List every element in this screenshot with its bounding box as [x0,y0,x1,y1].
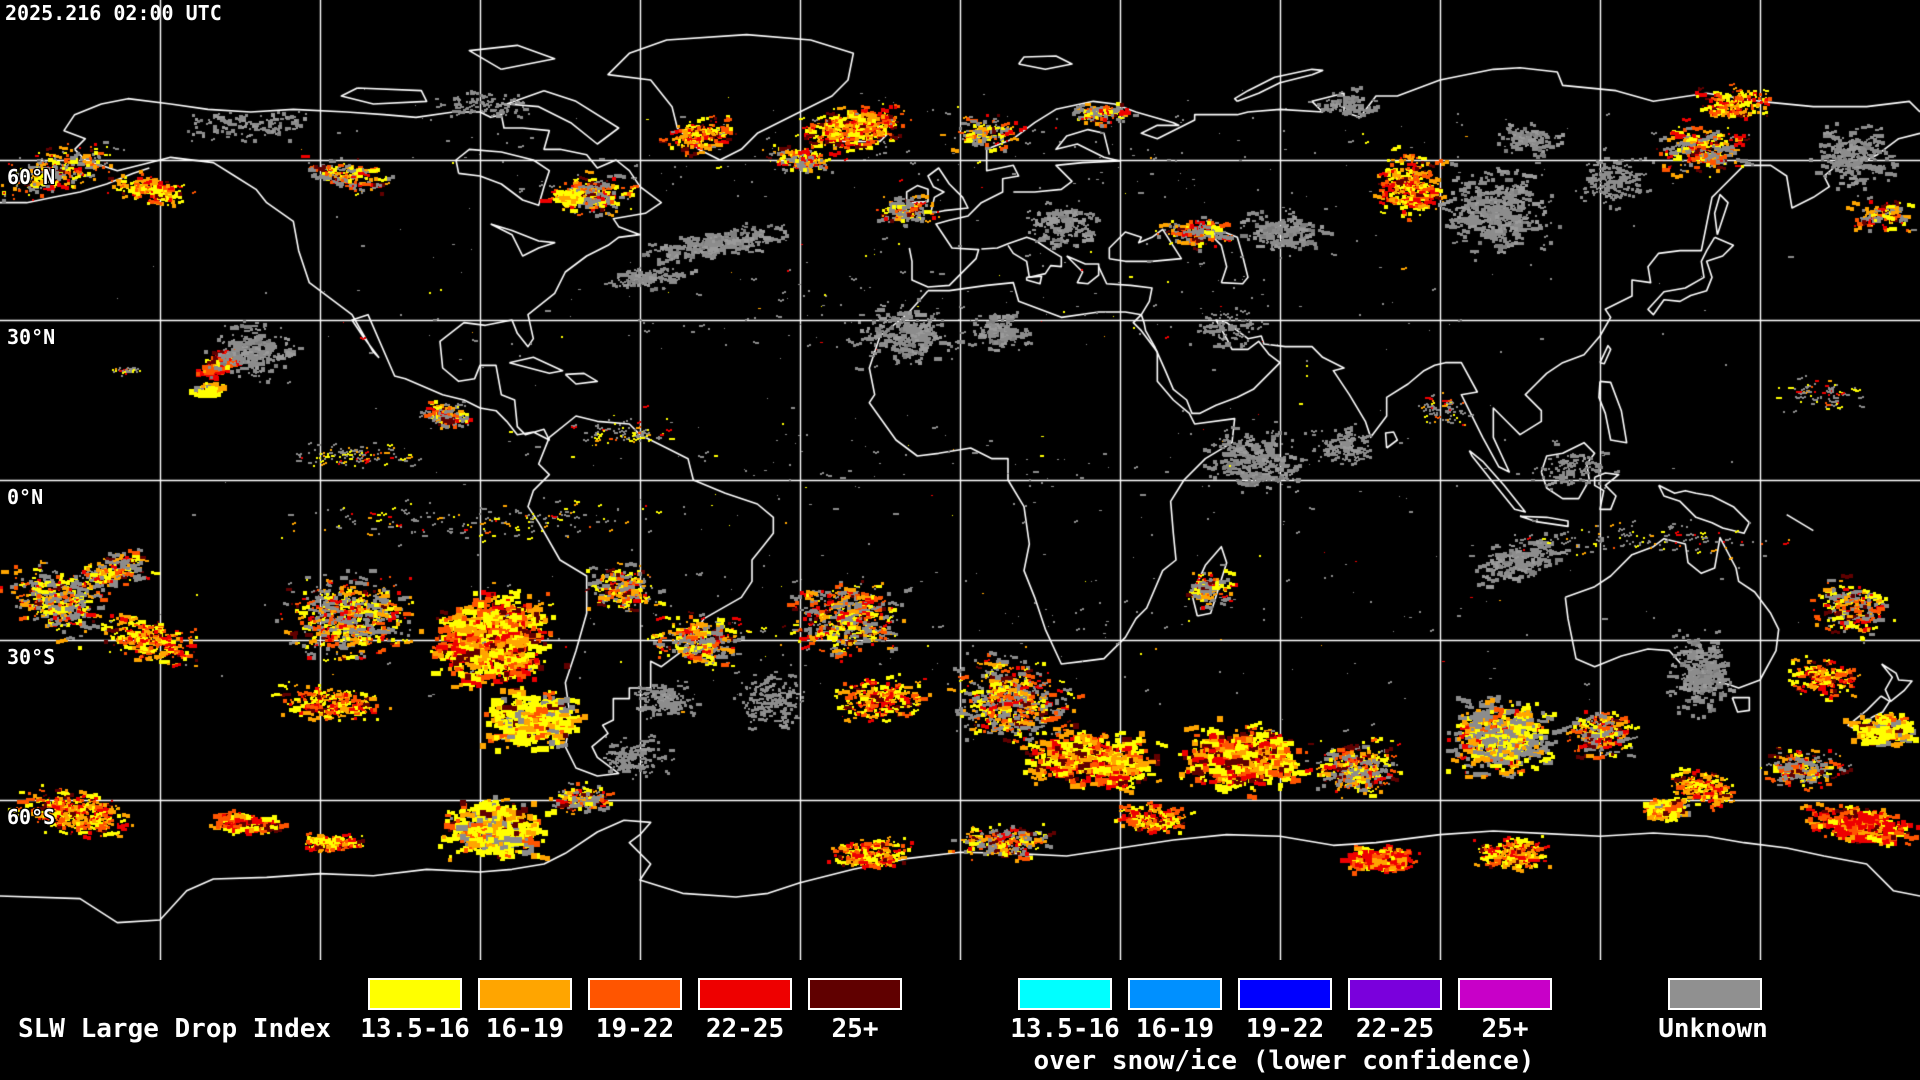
latitude-label: 30°N [7,325,56,349]
legend-range-label: 22-25 [705,1014,785,1044]
legend-swatch [1458,978,1552,1010]
legend-range-label: 19-22 [1245,1014,1325,1044]
legend-range-label: 13.5-16 [360,1014,470,1044]
legend-range-label: 25+ [831,1014,879,1044]
legend-title: SLW Large Drop Index [18,1014,332,1044]
legend-snow-caption: over snow/ice (lower confidence) [1033,1046,1535,1076]
legend-unknown-label: Unknown [1658,1014,1768,1044]
legend-swatch [478,978,572,1010]
latitude-label: 0°N [7,485,44,509]
legend-swatch [1128,978,1222,1010]
legend-range-label: 13.5-16 [1010,1014,1120,1044]
legend-swatch [1238,978,1332,1010]
legend-swatch [808,978,902,1010]
latitude-label: 60°N [7,165,56,189]
legend-swatch [588,978,682,1010]
legend-range-label: 19-22 [595,1014,675,1044]
legend-swatch [698,978,792,1010]
legend-swatch [1348,978,1442,1010]
latitude-label: 30°S [7,645,56,669]
legend-range-label: 25+ [1481,1014,1529,1044]
legend-swatch [368,978,462,1010]
latitude-label: 60°S [7,805,56,829]
legend-range-label: 22-25 [1355,1014,1435,1044]
legend-swatch [1018,978,1112,1010]
legend-range-label: 16-19 [1135,1014,1215,1044]
timestamp-label: 2025.216 02:00 UTC [5,1,222,25]
legend-swatch-unknown [1668,978,1762,1010]
legend: SLW Large Drop Index 13.5-16 16-19 19-22 22… [0,960,1920,1080]
world-map-canvas [0,0,1920,960]
legend-range-label: 16-19 [485,1014,565,1044]
